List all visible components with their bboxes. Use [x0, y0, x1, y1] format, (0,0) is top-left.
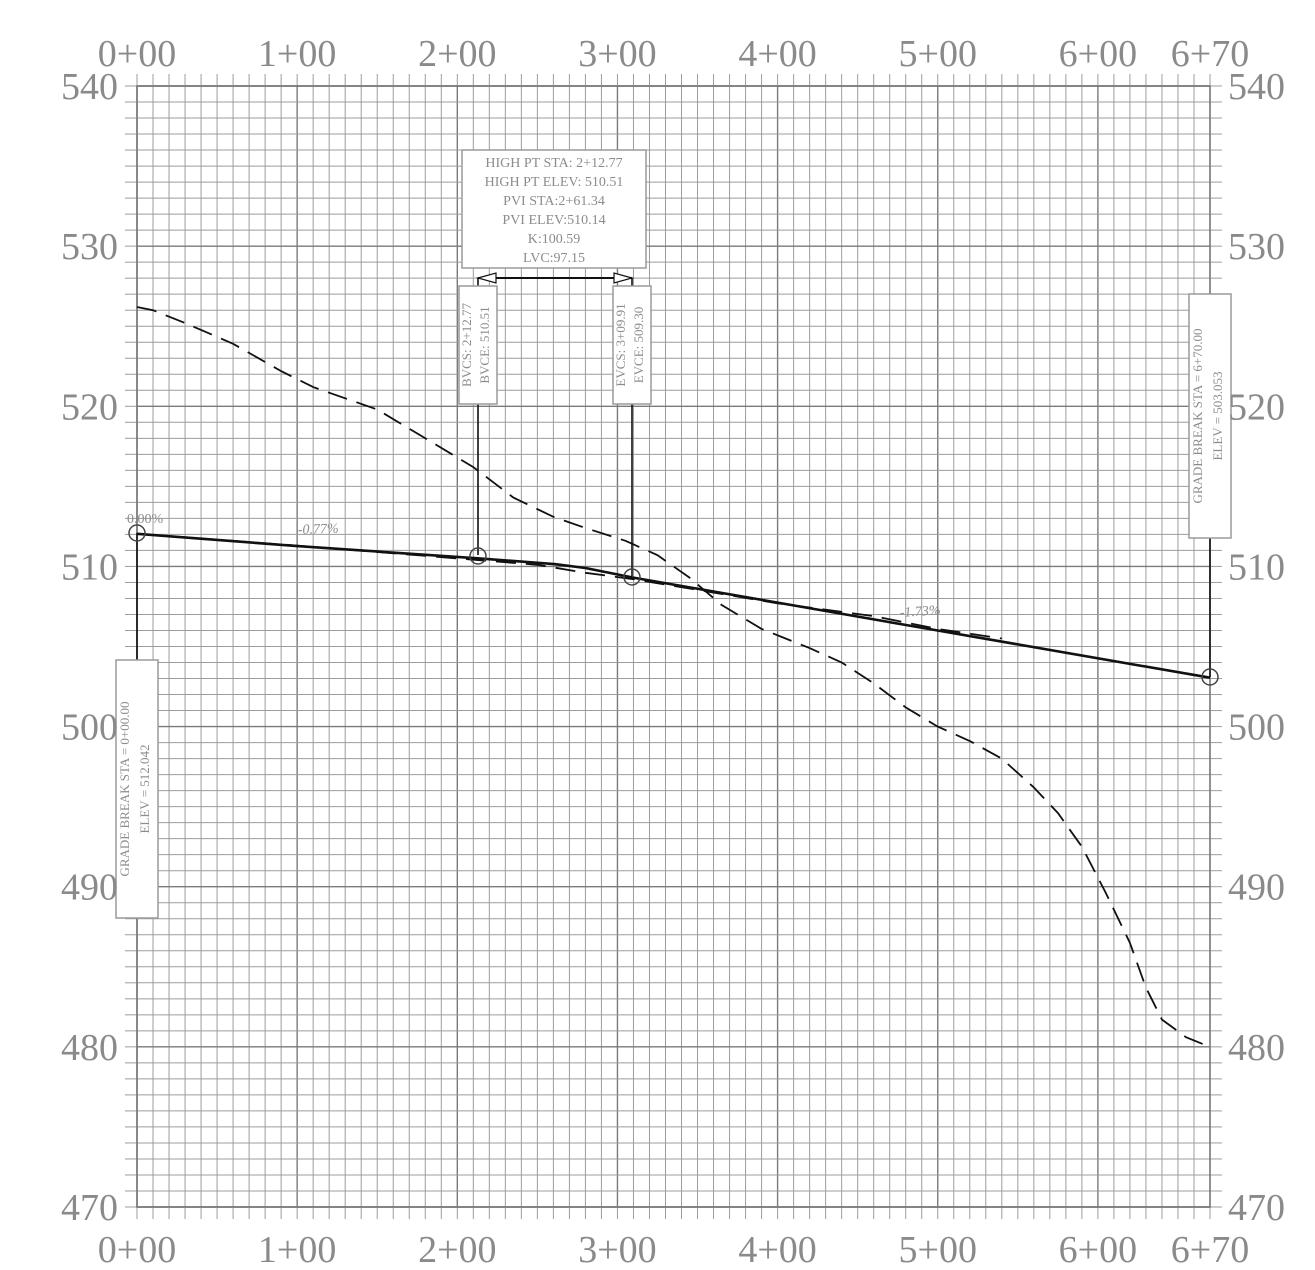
y-tick-label-right: 490	[1228, 867, 1285, 909]
x-tick-label-top: 1+00	[258, 33, 336, 75]
grade-break-start: GRADE BREAK STA = 0+00.00 ELEV = 512.042	[116, 525, 158, 918]
curve-info-line-6: LVC:97.15	[523, 251, 585, 266]
x-tick-label-bottom: 6+70	[1171, 1229, 1249, 1270]
y-tick-label-left: 540	[61, 66, 118, 108]
bvc-marker: BVCS: 2+12.77 BVCE: 510.51	[459, 278, 497, 564]
y-tick-label-left: 480	[61, 1027, 118, 1069]
grade-break-end-line-1: GRADE BREAK STA = 6+70.00	[1190, 328, 1205, 503]
evc-label-line-2: EVCE: 509.30	[631, 307, 646, 384]
y-tick-label-left: 500	[61, 707, 118, 749]
y-tick-label-right: 500	[1228, 707, 1285, 749]
y-tick-label-right: 530	[1228, 226, 1285, 268]
x-tick-label-bottom: 6+00	[1059, 1229, 1137, 1270]
axis-labels: 0+000+001+001+002+002+003+003+004+004+00…	[61, 33, 1285, 1270]
grade-1-label: -0.77%	[298, 522, 339, 538]
y-tick-label-left: 530	[61, 226, 118, 268]
curve-info-line-3: PVI STA:2+61.34	[503, 194, 605, 209]
grid	[125, 74, 1222, 1219]
y-tick-label-right: 520	[1228, 386, 1285, 428]
curve-info-line-2: HIGH PT ELEV: 510.51	[485, 175, 624, 190]
x-tick-label-bottom: 4+00	[738, 1229, 816, 1270]
x-tick-label-top: 4+00	[738, 33, 816, 75]
x-tick-label-top: 5+00	[899, 33, 977, 75]
y-tick-label-right: 470	[1228, 1187, 1285, 1229]
existing-ground-line-1	[137, 307, 1210, 1047]
grade-start-label: 0.00%	[127, 512, 164, 527]
x-tick-label-bottom: 3+00	[578, 1229, 656, 1270]
arrowhead-left-icon	[478, 273, 496, 283]
bvc-label-line-1: BVCS: 2+12.77	[459, 303, 474, 387]
x-tick-label-top: 6+00	[1059, 33, 1137, 75]
y-tick-label-left: 510	[61, 546, 118, 588]
curve-info-callout: HIGH PT STA: 2+12.77 HIGH PT ELEV: 510.5…	[462, 150, 646, 283]
grade-break-end: GRADE BREAK STA = 6+70.00 ELEV = 503.053	[1189, 294, 1231, 685]
x-tick-label-top: 3+00	[578, 33, 656, 75]
series	[137, 307, 1210, 1047]
evc-marker: EVCS: 3+09.91 EVCE: 509.30	[613, 278, 651, 585]
y-tick-label-left: 520	[61, 386, 118, 428]
y-tick-label-left: 490	[61, 867, 118, 909]
y-tick-label-right: 540	[1228, 66, 1285, 108]
bvc-label-line-2: BVCE: 510.51	[477, 306, 492, 383]
curve-info-line-1: HIGH PT STA: 2+12.77	[485, 156, 622, 171]
grade-break-start-line-1: GRADE BREAK STA = 0+00.00	[117, 701, 132, 876]
grade-2-label: -1.73%	[899, 603, 941, 621]
bvc-point-circle	[470, 548, 486, 564]
x-tick-label-bottom: 0+00	[98, 1229, 176, 1270]
proposed-grade-line	[137, 534, 1210, 678]
y-tick-label-left: 470	[61, 1187, 118, 1229]
grade-break-start-circle	[129, 525, 145, 541]
grade-break-end-line-2: ELEV = 503.053	[1210, 371, 1225, 460]
x-tick-label-bottom: 1+00	[258, 1229, 336, 1270]
curve-info-line-4: PVI ELEV:510.14	[502, 213, 605, 228]
y-tick-label-right: 510	[1228, 546, 1285, 588]
evc-point-circle	[624, 569, 640, 585]
y-tick-label-right: 480	[1228, 1027, 1285, 1069]
x-tick-label-top: 2+00	[418, 33, 496, 75]
grade-break-start-line-2: ELEV = 512.042	[137, 744, 152, 833]
x-tick-label-bottom: 5+00	[899, 1229, 977, 1270]
arrowhead-right-icon	[614, 273, 632, 283]
grade-break-end-circle	[1202, 669, 1218, 685]
x-tick-label-bottom: 2+00	[418, 1229, 496, 1270]
evc-label-line-1: EVCS: 3+09.91	[613, 303, 628, 386]
curve-info-line-5: K:100.59	[528, 232, 581, 247]
